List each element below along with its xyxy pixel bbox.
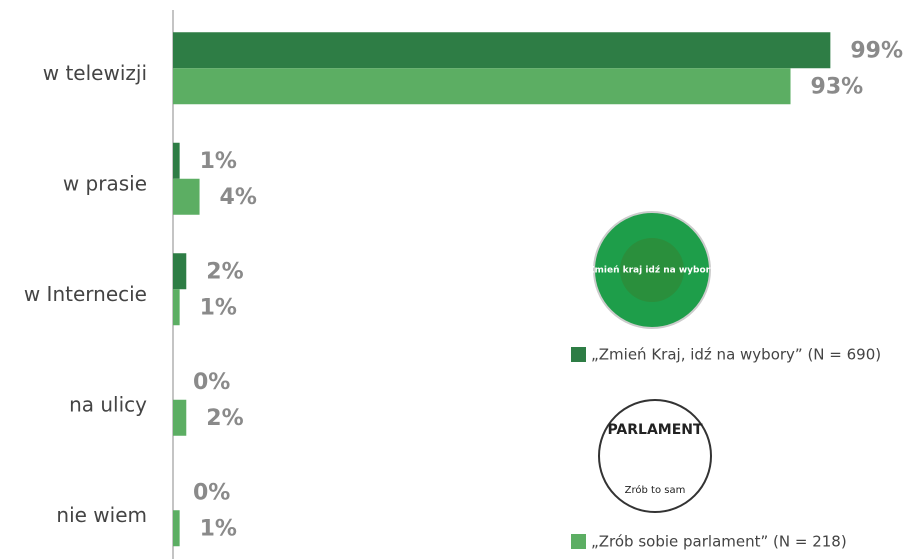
logo-inner — [620, 238, 684, 302]
bar — [173, 289, 180, 326]
bar — [173, 399, 187, 436]
bar — [173, 510, 180, 547]
legend-label: „Zrób sobie parlament” (N = 218) — [591, 533, 847, 551]
logo-text: Zmień kraj idź na wybory — [588, 266, 716, 276]
value-label: 2% — [206, 406, 243, 431]
category-label: w prasie — [63, 171, 147, 195]
category-label: w telewizji — [43, 61, 147, 85]
legend-label: „Zmień Kraj, idź na wybory” (N = 690) — [591, 346, 881, 364]
logo-text: PARLAMENT — [607, 422, 703, 438]
value-label: 0% — [193, 370, 230, 395]
bar — [173, 253, 187, 290]
category-label: nie wiem — [56, 503, 147, 527]
bar — [173, 178, 200, 215]
logo-text: Zrób to sam — [625, 484, 686, 496]
value-label: 99% — [850, 38, 903, 63]
value-label: 1% — [200, 149, 237, 174]
legend-swatch — [571, 534, 586, 549]
value-label: 93% — [811, 74, 864, 99]
logo-zmien: Zmień kraj idź na wybory — [588, 211, 716, 329]
logo-circle — [598, 399, 712, 513]
category-label: na ulicy — [69, 392, 147, 416]
bar — [173, 68, 791, 105]
value-label: 0% — [193, 480, 230, 505]
bar — [173, 32, 831, 69]
logo-parlament: PARLAMENT Zrób to sam — [598, 399, 712, 513]
bar — [173, 142, 180, 179]
category-label: w Internecie — [24, 282, 147, 306]
value-label: 1% — [200, 516, 237, 541]
value-label: 2% — [206, 259, 243, 284]
legend-swatch — [571, 347, 586, 362]
value-label: 4% — [220, 185, 257, 210]
value-label: 1% — [200, 295, 237, 320]
